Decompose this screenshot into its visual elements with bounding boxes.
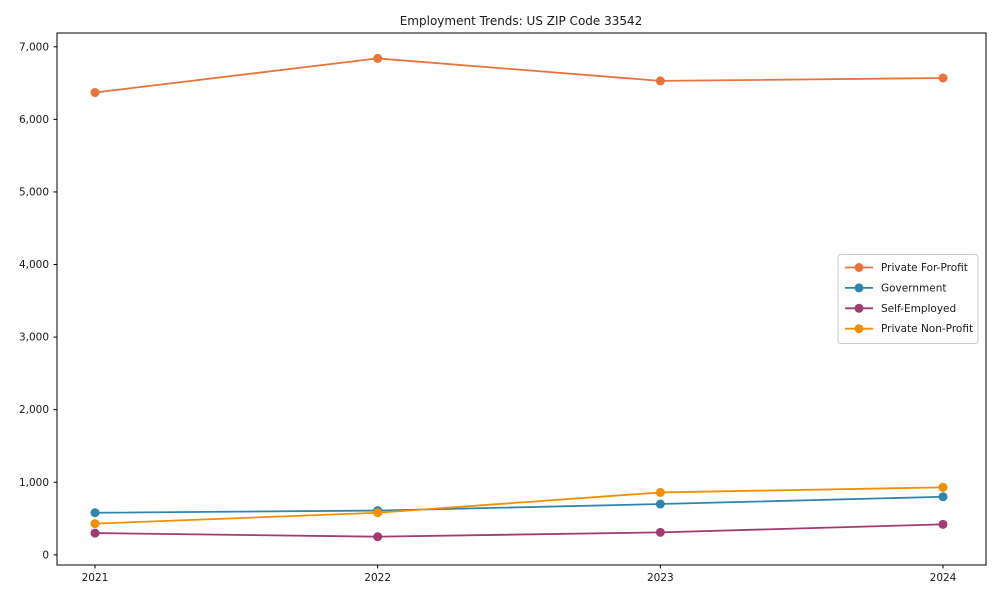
y-axis-tick-label: 1,000 <box>19 477 49 489</box>
y-axis-tick-label: 0 <box>42 549 49 561</box>
legend-entry: Private For-Profit <box>845 262 968 274</box>
legend-label: Self-Employed <box>881 303 956 315</box>
series-line-private-non-profit <box>94 486 944 525</box>
series-line-private-for-profit <box>94 57 944 94</box>
legend-marker-swatch <box>854 263 864 272</box>
data-point <box>655 487 665 497</box>
x-axis-tick-label: 2021 <box>82 572 109 584</box>
data-point <box>938 73 948 83</box>
data-point <box>373 532 383 542</box>
data-point <box>938 492 948 502</box>
series-lines <box>90 53 948 542</box>
data-point <box>90 508 100 518</box>
x-axis-tick-label: 2024 <box>930 572 957 584</box>
series-line-government <box>94 495 944 514</box>
legend-entry: Self-Employed <box>845 303 956 315</box>
legend-label: Private For-Profit <box>881 262 968 274</box>
legend-entry: Private Non-Profit <box>845 323 973 335</box>
axes: 0 1,000 2,000 3,000 4,000 5,000 6,000 7,000 2021… <box>19 32 987 584</box>
legend-label: Private Non-Profit <box>881 323 973 335</box>
y-axis-tick-label: 7,000 <box>19 41 49 53</box>
y-axis-tick-label: 5,000 <box>19 186 49 198</box>
data-point <box>90 88 100 98</box>
data-point <box>655 527 665 537</box>
legend: Private For-Profit Government Self-Employe… <box>837 254 979 344</box>
data-point <box>938 482 948 492</box>
data-point <box>655 499 665 509</box>
y-axis-tick-label: 3,000 <box>19 332 49 344</box>
chart-title: Employment Trends: US ZIP Code 33542 <box>400 14 643 28</box>
legend-marker-swatch <box>854 283 864 293</box>
data-point <box>655 76 665 86</box>
series-line-self-employed <box>94 523 944 538</box>
data-point <box>373 53 383 63</box>
y-axis-tick-label: 4,000 <box>19 259 49 271</box>
data-point <box>373 508 383 518</box>
legend-marker-swatch <box>854 303 864 313</box>
data-point <box>938 519 948 529</box>
legend-marker-swatch <box>854 324 864 334</box>
y-axis-tick-label: 2,000 <box>19 404 49 416</box>
x-axis-tick-label: 2022 <box>364 572 391 584</box>
legend-frame <box>837 254 979 344</box>
y-axis-tick-label: 6,000 <box>19 114 49 126</box>
data-point <box>90 528 100 538</box>
plot-frame <box>56 32 987 566</box>
legend-label: Government <box>881 282 946 294</box>
x-axis-tick-label: 2023 <box>647 572 674 584</box>
legend-entry: Government <box>845 282 946 294</box>
data-point <box>90 519 100 529</box>
